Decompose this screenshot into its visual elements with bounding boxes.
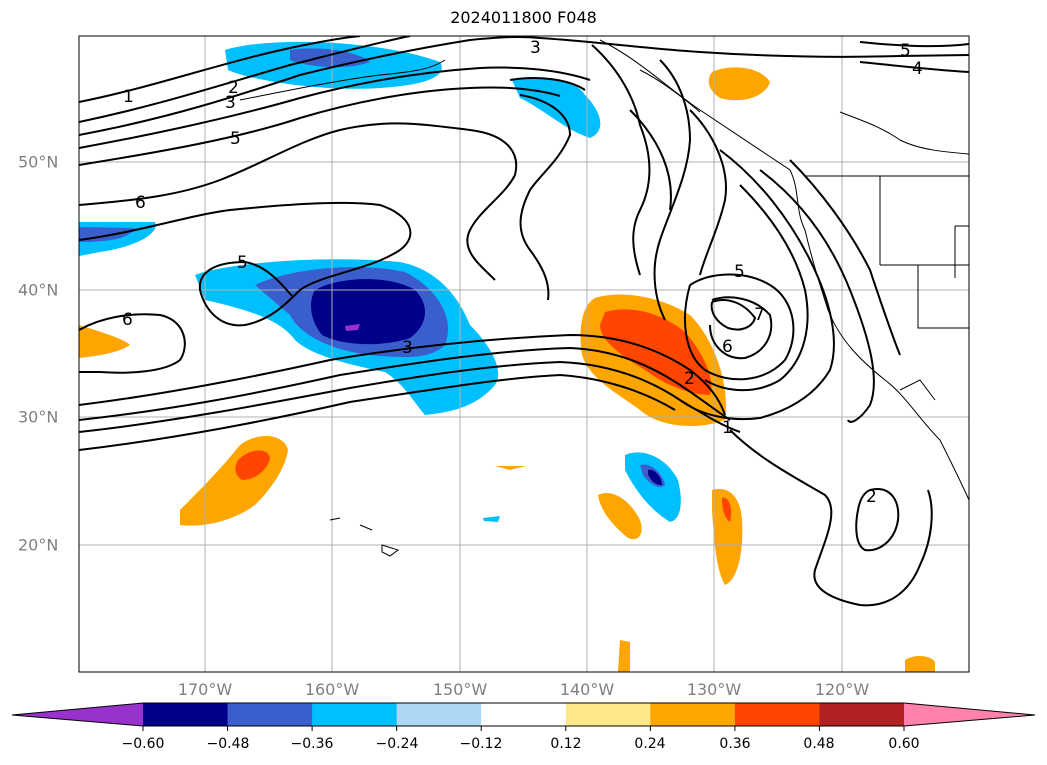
longitude-label: 160°W (304, 680, 360, 699)
shade-negative-south-core (648, 469, 662, 486)
colorbar-tick-label: −0.36 (290, 736, 334, 752)
map-background (79, 36, 969, 672)
shade-positive-small (495, 466, 526, 470)
contour-label: 1 (123, 87, 134, 107)
shade-negative-central-peak (345, 324, 360, 331)
colorbar-box (396, 703, 482, 726)
longitude-label: 140°W (559, 680, 615, 699)
longitude-label: 130°W (686, 680, 742, 699)
contour-label: 3 (530, 38, 541, 58)
shade-negative-gulf (512, 77, 601, 138)
shade-positive-south-b-core (722, 497, 732, 522)
contour-label: 3 (225, 93, 236, 113)
contour-label: 1 (722, 418, 733, 438)
map-frame (78, 35, 970, 673)
map-title: 2024011800 F048 (450, 8, 597, 27)
colorbar-tick-label: 0.12 (550, 736, 582, 752)
longitude-label: 170°W (177, 680, 233, 699)
contour-label: 5 (230, 129, 241, 149)
colorbar-box (650, 703, 736, 726)
contour-label: 5 (900, 41, 911, 61)
shade-positive-southwest-core (235, 450, 270, 480)
contour-label: 2 (866, 487, 877, 507)
contour-label: 5 (237, 253, 248, 273)
contour-label: 3 (402, 338, 413, 358)
contour-label: 7 (754, 305, 765, 325)
colorbar-box (734, 703, 820, 726)
contour-label: 6 (135, 193, 146, 213)
contour-label: 6 (122, 310, 133, 330)
shade-negative-small (483, 516, 500, 522)
colorbar-boxes (143, 703, 905, 726)
shade-positive-bc (708, 67, 770, 101)
contour-label: 4 (912, 59, 923, 79)
colorbar-tick-label: −0.12 (459, 736, 503, 752)
longitude-label: 120°W (814, 680, 870, 699)
colorbar-extend-low (12, 703, 143, 726)
colorbar-box (312, 703, 398, 726)
colorbar-tick-label: 0.48 (803, 736, 835, 752)
shade-negative-central-core (310, 279, 426, 345)
colorbar-tick-label: 0.36 (719, 736, 751, 752)
colorbar (11, 702, 1036, 731)
colorbar-extend-high (904, 703, 1035, 726)
shade-positive-bottom (618, 640, 630, 672)
shade-positive-south-b (712, 488, 743, 585)
contour-label: 5 (734, 262, 745, 282)
colorbar-tick-label: 0.24 (634, 736, 666, 752)
contour-label: 2 (228, 78, 239, 98)
latitude-label: 30°N (18, 407, 59, 427)
shade-positive-west-edge (79, 325, 130, 358)
colorbar-tick-label: −0.24 (375, 736, 419, 752)
latitude-label: 40°N (18, 280, 59, 300)
colorbar-tick-label: 0.60 (888, 736, 920, 752)
colorbar-box (819, 703, 905, 726)
colorbar-ticks (142, 726, 905, 731)
colorbar-box (143, 703, 229, 726)
shade-positive-south-a (598, 492, 642, 540)
latitude-label: 20°N (18, 535, 59, 555)
colorbar-tick-label: −0.60 (121, 736, 165, 752)
colorbar-box (227, 703, 313, 726)
shade-negative-south (625, 452, 681, 522)
coastlines (239, 39, 969, 557)
contour-label: 2 (684, 369, 695, 389)
colorbar-box (565, 703, 651, 726)
colorbar-box (481, 703, 567, 726)
contour-lines (79, 36, 969, 607)
colorbar-tick-label: −0.48 (206, 736, 250, 752)
contour-labels: 1 2 3 5 3 6 5 6 3 5 4 5 7 6 2 1 2 (122, 38, 923, 507)
contour-label: 6 (722, 337, 733, 357)
longitude-label: 150°W (432, 680, 488, 699)
latitude-label: 50°N (18, 152, 59, 172)
shade-positive-corner (905, 656, 935, 672)
